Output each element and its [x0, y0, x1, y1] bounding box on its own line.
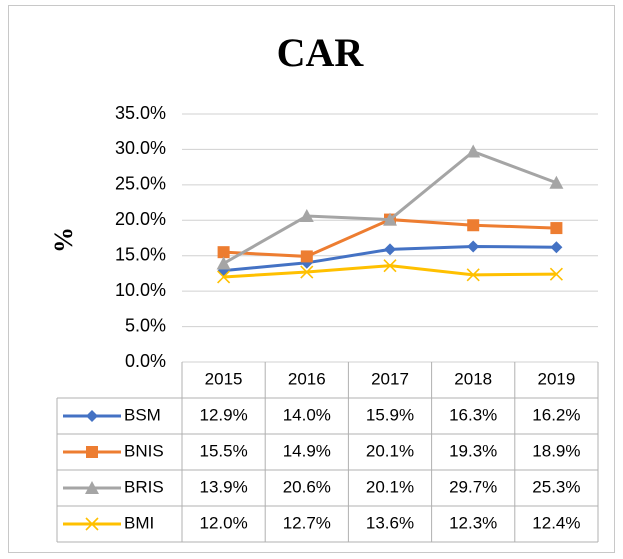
legend-label: BMI	[124, 513, 154, 532]
table-value: 20.6%	[283, 477, 331, 496]
y-tick-label: 5.0%	[125, 315, 166, 335]
x-tick-label: 2016	[288, 369, 326, 388]
table-value: 12.0%	[199, 513, 247, 532]
legend-label: BSM	[124, 405, 161, 424]
legend-key-marker	[86, 446, 98, 458]
table-value: 29.7%	[449, 477, 497, 496]
table-value: 25.3%	[532, 477, 580, 496]
x-tick-label: 2017	[371, 369, 409, 388]
legend-label: BNIS	[124, 441, 164, 460]
table-value: 19.3%	[449, 441, 497, 460]
table-value: 12.9%	[199, 405, 247, 424]
table-value: 13.9%	[199, 477, 247, 496]
y-axis-label: %	[49, 227, 78, 253]
legend-key-marker	[86, 410, 98, 422]
marker	[217, 246, 230, 259]
x-tick-label: 2015	[205, 369, 243, 388]
y-tick-label: 15.0%	[115, 244, 166, 264]
table-value: 14.9%	[283, 441, 331, 460]
chart-title: CAR	[277, 30, 365, 75]
table-value: 12.7%	[283, 513, 331, 532]
marker	[467, 219, 480, 232]
marker	[384, 243, 396, 256]
marker	[383, 259, 397, 273]
legend-key-marker	[85, 517, 99, 531]
marker	[549, 267, 563, 281]
y-tick-label: 0.0%	[125, 351, 166, 371]
y-tick-label: 30.0%	[115, 138, 166, 158]
x-tick-label: 2019	[537, 369, 575, 388]
y-tick-label: 25.0%	[115, 174, 166, 194]
marker	[217, 270, 231, 284]
marker	[466, 268, 480, 282]
marker	[300, 250, 313, 263]
marker	[300, 265, 314, 279]
marker	[383, 212, 397, 226]
marker	[466, 144, 481, 158]
marker	[299, 209, 314, 223]
x-tick-label: 2018	[454, 369, 492, 388]
table-value: 16.2%	[532, 405, 580, 424]
table-value: 12.3%	[449, 513, 497, 532]
legend-key-marker	[85, 481, 99, 494]
marker	[550, 222, 563, 235]
marker	[549, 175, 564, 189]
table-value: 20.1%	[366, 441, 414, 460]
y-tick-label: 20.0%	[115, 209, 166, 229]
table-value: 15.9%	[366, 405, 414, 424]
table-value: 15.5%	[199, 441, 247, 460]
marker	[467, 240, 480, 253]
table-value: 12.4%	[532, 513, 580, 532]
table-value: 16.3%	[449, 405, 497, 424]
marker	[550, 241, 563, 254]
y-tick-label: 10.0%	[115, 280, 166, 300]
legend-label: BRIS	[124, 477, 164, 496]
marker	[216, 256, 231, 270]
table-value: 14.0%	[283, 405, 331, 424]
table-value: 18.9%	[532, 441, 580, 460]
table-value: 20.1%	[366, 477, 414, 496]
chart-frame	[8, 5, 615, 553]
table-value: 13.6%	[366, 513, 414, 532]
y-tick-label: 35.0%	[115, 103, 166, 123]
